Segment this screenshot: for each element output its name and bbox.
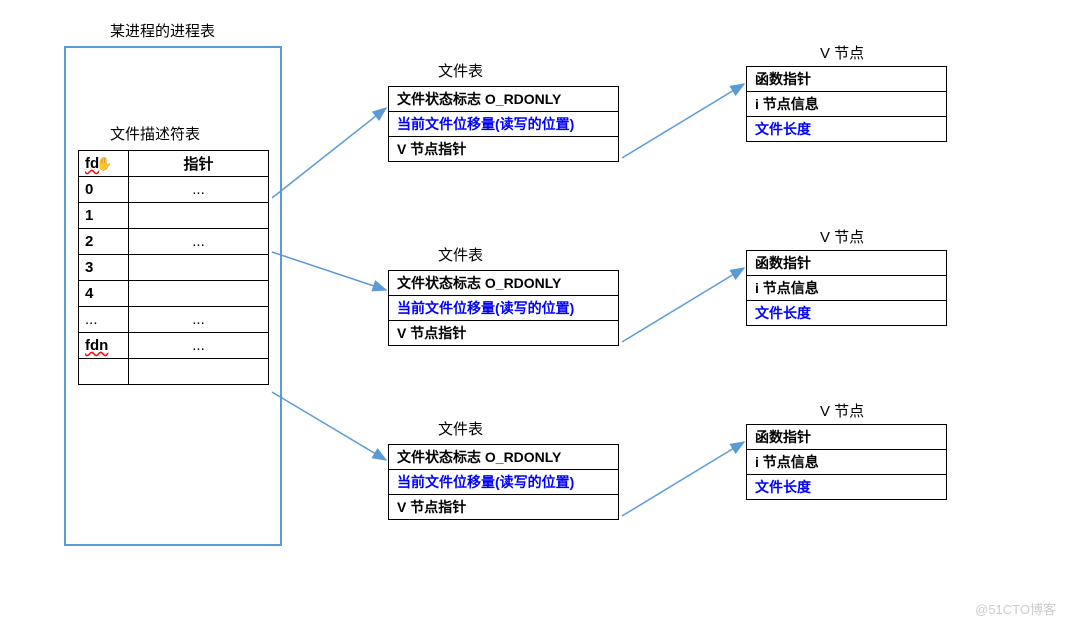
file-status-row: 文件状态标志 O_RDONLY [389,445,619,470]
fd-cell: 0 [79,177,129,203]
fd-ptr-cell: ... [129,177,269,203]
vnode-title-1: V 节点 [820,42,864,63]
fd-ptr-cell: ... [129,229,269,255]
file-offset-row: 当前文件位移量(读写的位置) [389,470,619,495]
file-status-row: 文件状态标志 O_RDONLY [389,87,619,112]
vnode-fnptr-row: 函数指针 [747,251,947,276]
file-offset-row: 当前文件位移量(读写的位置) [389,112,619,137]
fd-cell: 1 [79,203,129,229]
fd-cell: ... [79,307,129,333]
fd-header-ptr: 指针 [129,151,269,177]
fd-row: 0... [79,177,269,203]
fd-row: 3 [79,255,269,281]
file-vptr-row: V 节点指针 [389,321,619,346]
fd-cell: 2 [79,229,129,255]
vnode-inode-row: i 节点信息 [747,450,947,475]
vnode-title-3: V 节点 [820,400,864,421]
vnode-title-2: V 节点 [820,226,864,247]
watermark: @51CTO博客 [975,599,1056,618]
fd-table: fd 指针 0... 1 2... 3 4 ...... fdn... [78,150,269,385]
vnode-length-row: 文件长度 [747,301,947,326]
vnode-inode-row: i 节点信息 [747,276,947,301]
file-vptr-row: V 节点指针 [389,495,619,520]
file-table-title-3: 文件表 [438,418,483,439]
file-status-row: 文件状态标志 O_RDONLY [389,271,619,296]
file-table-2: 文件状态标志 O_RDONLY 当前文件位移量(读写的位置) V 节点指针 [388,270,619,346]
file-vptr-row: V 节点指针 [389,137,619,162]
process-table-title: 某进程的进程表 [110,20,215,41]
fd-row: fdn... [79,333,269,359]
fd-cell [79,359,129,385]
file-table-1: 文件状态标志 O_RDONLY 当前文件位移量(读写的位置) V 节点指针 [388,86,619,162]
fd-cell: fdn [79,333,129,359]
vnode-fnptr-row: 函数指针 [747,67,947,92]
vnode-table-3: 函数指针 i 节点信息 文件长度 [746,424,947,500]
fd-ptr-cell: ... [129,307,269,333]
fd-row: 2... [79,229,269,255]
cursor-icon: ✋ [96,156,112,172]
fd-ptr-cell [129,359,269,385]
fd-row [79,359,269,385]
fd-ptr-cell [129,203,269,229]
fd-cell: 3 [79,255,129,281]
fd-row: ...... [79,307,269,333]
fd-ptr-cell: ... [129,333,269,359]
file-table-title-2: 文件表 [438,244,483,265]
vnode-length-row: 文件长度 [747,117,947,142]
fd-table-title: 文件描述符表 [110,123,200,144]
vnode-table-2: 函数指针 i 节点信息 文件长度 [746,250,947,326]
fd-cell: 4 [79,281,129,307]
file-offset-row: 当前文件位移量(读写的位置) [389,296,619,321]
fd-ptr-cell [129,281,269,307]
file-table-title-1: 文件表 [438,60,483,81]
fd-ptr-cell [129,255,269,281]
fd-row: 4 [79,281,269,307]
fd-row: 1 [79,203,269,229]
file-table-3: 文件状态标志 O_RDONLY 当前文件位移量(读写的位置) V 节点指针 [388,444,619,520]
vnode-length-row: 文件长度 [747,475,947,500]
vnode-fnptr-row: 函数指针 [747,425,947,450]
vnode-inode-row: i 节点信息 [747,92,947,117]
vnode-table-1: 函数指针 i 节点信息 文件长度 [746,66,947,142]
